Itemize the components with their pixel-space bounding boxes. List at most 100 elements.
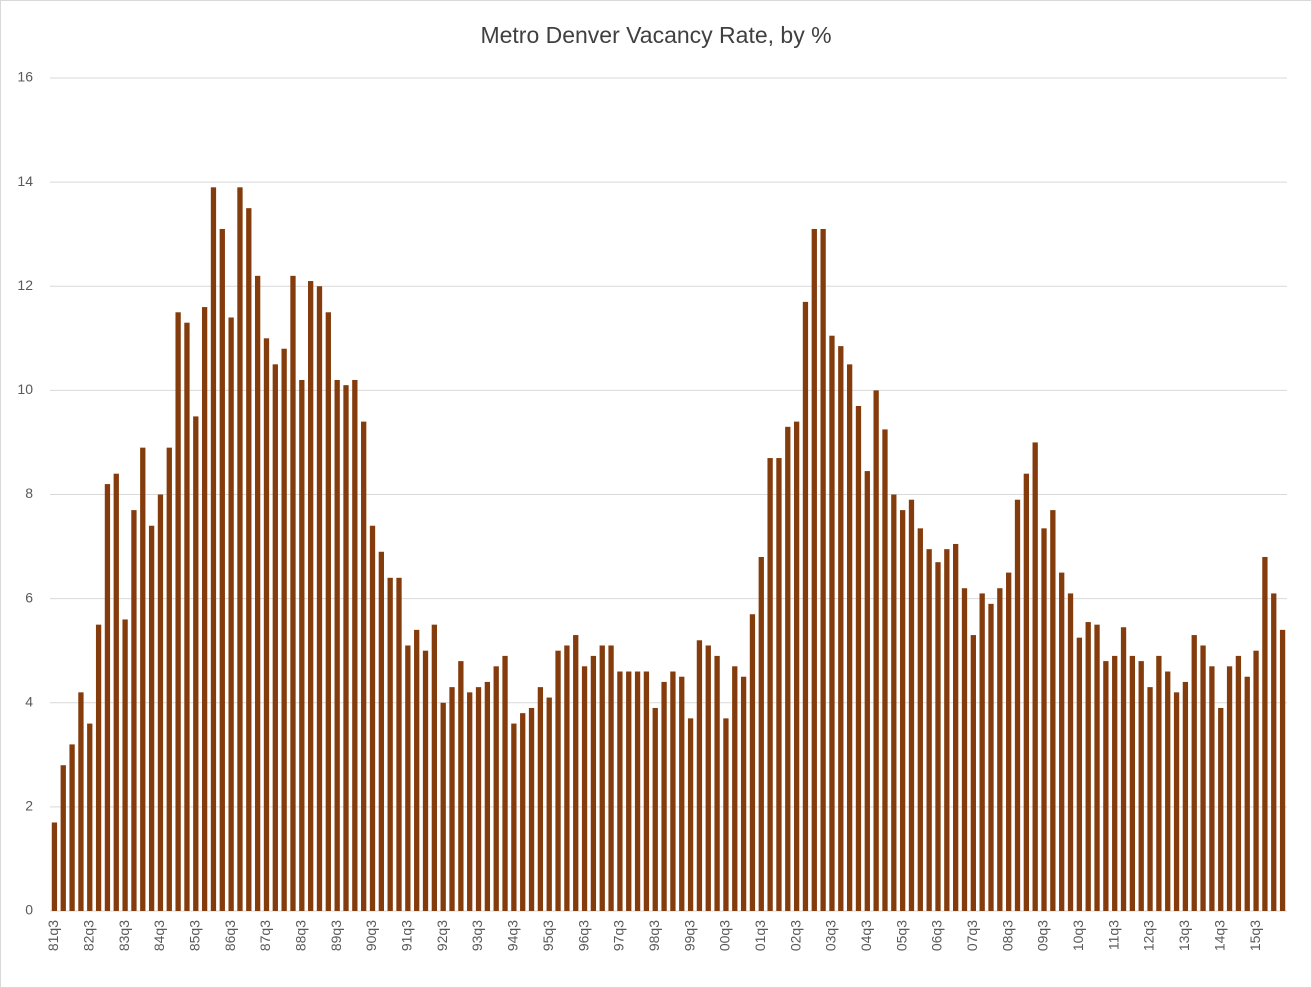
bar (961, 588, 968, 911)
bar (140, 447, 146, 911)
bar (458, 661, 464, 911)
bar (334, 379, 340, 911)
bar (846, 364, 853, 911)
y-tick-label: 8 (25, 485, 33, 501)
bar (643, 671, 650, 911)
bar (440, 702, 446, 911)
bar (263, 338, 270, 911)
x-tick-label: 00q3 (717, 920, 733, 951)
y-tick-label: 2 (25, 798, 33, 814)
bar (1067, 593, 1074, 911)
bar (546, 697, 552, 911)
bar (979, 593, 985, 911)
bar (219, 228, 225, 911)
bar (467, 692, 473, 911)
bar (325, 312, 331, 911)
bar (785, 426, 791, 911)
bar (758, 556, 764, 911)
bar (1173, 692, 1180, 911)
bar (705, 645, 711, 911)
bar (520, 713, 526, 911)
bar (1182, 681, 1189, 911)
x-tick-label: 01q3 (752, 920, 768, 951)
x-tick-label: 09q3 (1035, 920, 1051, 951)
bar (1050, 510, 1056, 911)
bar (829, 335, 835, 912)
bar (122, 619, 128, 911)
x-tick-label: 95q3 (540, 920, 556, 951)
bar (537, 687, 544, 911)
x-tick-label: 83q3 (116, 920, 132, 951)
bar (175, 312, 181, 911)
x-tick-label: 88q3 (293, 920, 309, 951)
bar (590, 655, 597, 911)
bar (723, 718, 729, 911)
bar (864, 471, 870, 911)
bar (564, 645, 570, 911)
bar (652, 707, 658, 911)
bar (502, 655, 508, 911)
y-tick-label: 16 (17, 69, 33, 85)
bar (449, 687, 455, 911)
bar (352, 379, 358, 911)
y-tick-label: 4 (25, 693, 33, 709)
bar (873, 390, 879, 911)
bar (405, 645, 411, 911)
bar (528, 707, 535, 911)
bar (608, 645, 614, 911)
x-tick-label: 93q3 (469, 920, 485, 951)
x-tick-label: 94q3 (505, 920, 521, 951)
y-tick-label: 14 (17, 173, 33, 189)
bar (555, 650, 561, 911)
bar (1120, 627, 1127, 911)
bar (908, 499, 915, 911)
bar (670, 671, 676, 911)
x-tick-label: 97q3 (611, 920, 627, 951)
bar (953, 543, 959, 911)
chart-title: Metro Denver Vacancy Rate, by % (480, 22, 831, 48)
bar (104, 484, 111, 911)
bar (1279, 629, 1286, 911)
bar (343, 385, 349, 911)
bar (687, 718, 694, 911)
x-tick-label: 10q3 (1070, 920, 1086, 951)
y-tick-label: 0 (25, 902, 33, 918)
x-tick-label: 14q3 (1211, 920, 1227, 951)
bar (131, 510, 137, 911)
bar (891, 494, 897, 911)
bar (740, 676, 747, 911)
bar (246, 208, 252, 911)
bar (1218, 707, 1224, 911)
x-tick-label: 84q3 (151, 920, 167, 951)
bar (626, 671, 632, 911)
bar (210, 187, 217, 912)
bar (793, 421, 800, 911)
bar (1226, 666, 1233, 911)
x-tick-label: 82q3 (80, 920, 96, 951)
bar (387, 577, 393, 911)
bar (1094, 624, 1100, 911)
bar (484, 681, 491, 911)
bar (811, 228, 817, 911)
bar (148, 525, 155, 911)
x-tick-label: 03q3 (823, 920, 839, 951)
bar (1200, 645, 1206, 911)
bar (838, 346, 844, 911)
bar (396, 577, 402, 911)
x-tick-label: 08q3 (999, 920, 1015, 951)
bar (581, 666, 588, 911)
bar (944, 549, 950, 911)
bar (166, 447, 172, 911)
x-tick-label: 12q3 (1141, 920, 1157, 951)
bar (970, 635, 976, 911)
bar (369, 525, 376, 911)
bar (431, 624, 438, 911)
x-tick-label: 89q3 (328, 920, 344, 951)
bar (1191, 635, 1197, 911)
bar (475, 687, 482, 911)
bar (1006, 572, 1012, 911)
y-tick-label: 12 (17, 277, 33, 293)
bar (290, 275, 296, 911)
x-tick-label: 86q3 (222, 920, 238, 951)
